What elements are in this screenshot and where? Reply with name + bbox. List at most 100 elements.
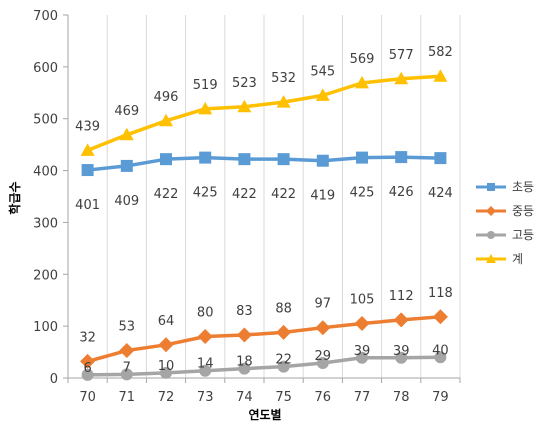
data-label: 40	[432, 343, 449, 358]
data-point	[81, 164, 94, 177]
data-label: 523	[232, 76, 257, 91]
series-고등	[81, 351, 447, 381]
data-label: 18	[236, 355, 253, 370]
data-label: 39	[354, 344, 371, 359]
series-line	[87, 315, 441, 364]
data-label: 422	[232, 187, 257, 202]
data-point	[80, 143, 95, 156]
series-area	[80, 69, 448, 381]
data-point	[236, 327, 252, 343]
data-point	[356, 151, 368, 164]
legend-item-계: 계	[476, 252, 523, 266]
data-label: 422	[154, 187, 179, 202]
data-point	[316, 154, 329, 167]
data-label: 7	[123, 360, 131, 375]
data-point	[119, 343, 135, 359]
y-tick-label: 100	[33, 320, 58, 335]
legend-marker	[486, 254, 496, 263]
data-point	[356, 351, 368, 364]
legend-marker	[486, 206, 496, 216]
data-label: 22	[275, 353, 292, 368]
y-tick-label: 700	[33, 9, 58, 24]
legend-marker	[487, 231, 495, 239]
x-tick-label: 79	[432, 390, 449, 405]
data-label: 469	[114, 104, 139, 119]
data-point	[237, 99, 252, 113]
data-point	[277, 360, 290, 373]
series-계	[80, 69, 448, 156]
data-label: 519	[193, 78, 218, 93]
data-label: 577	[389, 48, 414, 63]
x-tick-label: 75	[275, 390, 292, 405]
data-label: 83	[236, 304, 253, 319]
x-tick-label: 76	[315, 390, 332, 405]
data-label: 14	[197, 357, 214, 372]
y-tick-label: 200	[33, 268, 58, 283]
data-point	[276, 324, 292, 340]
y-tick-label: 600	[33, 61, 58, 76]
data-label: 10	[158, 359, 175, 374]
data-label: 53	[119, 320, 136, 335]
data-label: 64	[158, 314, 175, 329]
series-중등	[80, 309, 448, 369]
data-point	[120, 159, 133, 172]
data-label: 425	[350, 186, 375, 201]
data-point	[315, 88, 330, 101]
data-label: 32	[79, 330, 96, 345]
legend-label: 고등	[512, 228, 534, 242]
data-point	[432, 309, 448, 325]
grid	[106, 15, 461, 378]
data-label: 97	[315, 297, 332, 312]
data-point	[80, 353, 96, 369]
data-label: 425	[193, 186, 218, 201]
x-tick-label: 70	[79, 390, 96, 405]
data-label: 80	[197, 306, 214, 321]
legend-label: 계	[512, 252, 523, 266]
data-label: 409	[114, 194, 139, 209]
x-tick-label: 73	[197, 390, 214, 405]
y-tick-label: 300	[33, 216, 58, 231]
x-tick-label: 78	[393, 390, 410, 405]
data-point	[198, 101, 213, 115]
data-point	[160, 153, 172, 166]
legend-item-초등: 초등	[476, 180, 534, 194]
x-axis-title: 연도별	[248, 407, 281, 422]
data-label: 545	[310, 64, 335, 79]
data-label: 29	[315, 349, 332, 364]
data-point	[199, 151, 212, 164]
legend-item-고등: 고등	[476, 228, 534, 242]
data-point	[197, 329, 213, 345]
data-point	[433, 69, 448, 82]
data-label: 6	[83, 361, 91, 376]
x-tick-label: 72	[158, 390, 175, 405]
data-label: 426	[389, 185, 414, 200]
data-label: 424	[428, 186, 453, 201]
data-point	[158, 337, 174, 353]
data-point	[395, 351, 408, 364]
y-tick-label: 500	[33, 113, 58, 128]
data-point	[394, 71, 409, 85]
x-tick-label: 74	[236, 390, 253, 405]
data-label: 582	[428, 45, 453, 60]
data-label: 105	[350, 293, 375, 308]
data-point	[434, 152, 447, 165]
data-point	[120, 368, 133, 381]
data-label: 569	[350, 52, 375, 67]
data-point	[393, 312, 409, 328]
legend-label: 중등	[512, 204, 534, 218]
data-label: 112	[389, 289, 414, 304]
legend-marker	[487, 183, 495, 191]
x-tick-label: 77	[354, 390, 371, 405]
series-line	[87, 155, 441, 172]
data-point	[238, 362, 251, 375]
y-tick-label: 0	[50, 372, 58, 387]
data-point	[160, 366, 172, 379]
x-tick-label: 71	[119, 390, 136, 405]
data-point	[316, 356, 329, 369]
data-point	[395, 151, 408, 164]
data-label: 439	[75, 119, 100, 134]
series-line	[86, 74, 441, 152]
data-label: 419	[310, 189, 335, 204]
data-point	[159, 113, 173, 127]
